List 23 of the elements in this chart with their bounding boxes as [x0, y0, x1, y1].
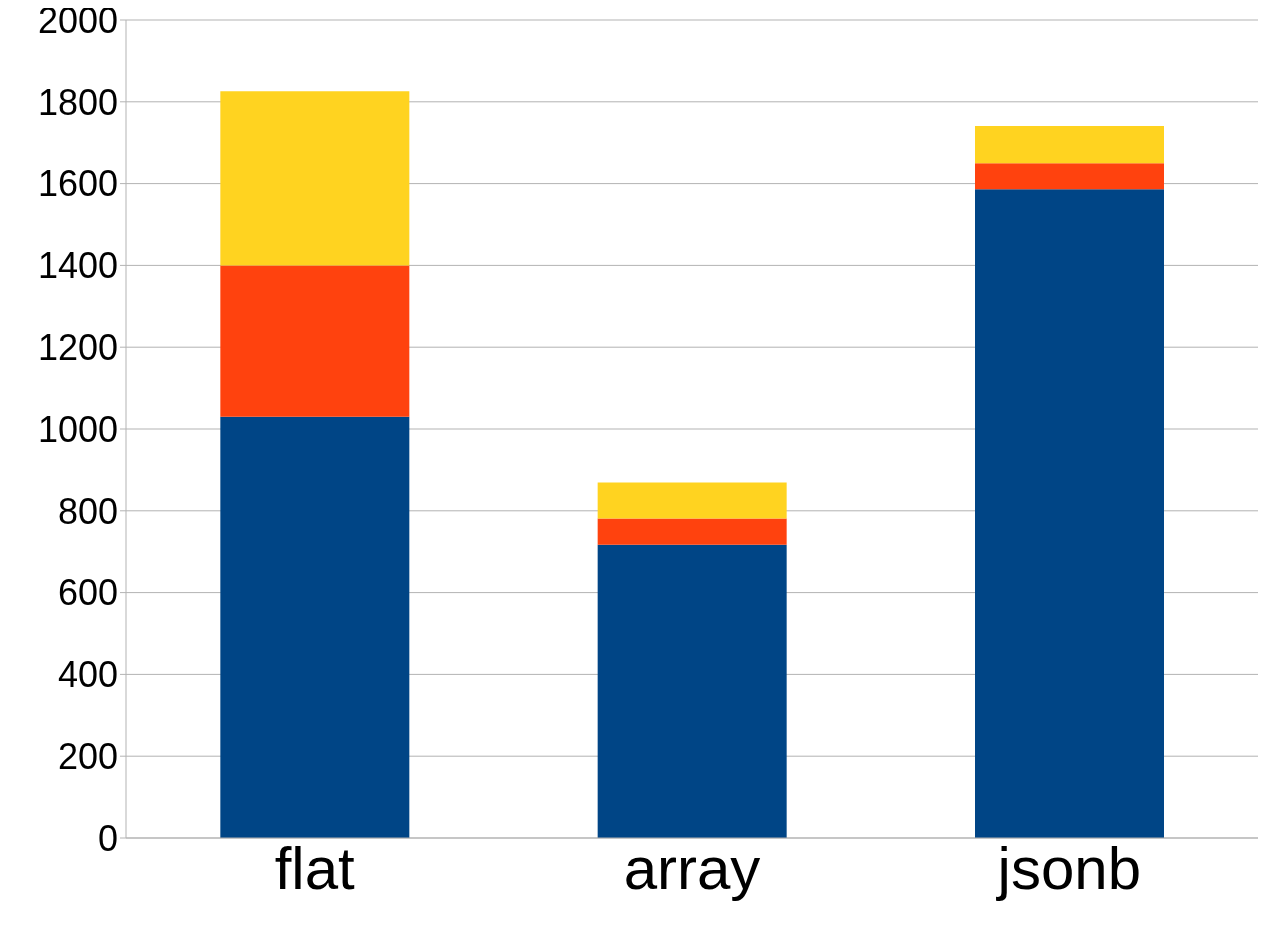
y-tick-label: 1200 [37, 326, 118, 368]
y-tick-label: 1000 [37, 408, 118, 450]
y-tick-label: 1600 [37, 163, 118, 205]
x-tick-label: flat [274, 834, 356, 902]
y-tick-label: 200 [57, 735, 118, 777]
bar [597, 518, 787, 545]
x-tick-label: array [623, 834, 761, 902]
y-tick-label: 600 [57, 572, 118, 614]
y-tick-label: 0 [97, 817, 118, 859]
bar [597, 482, 787, 519]
y-tick-label: 2000 [37, 0, 118, 41]
bar [220, 416, 410, 838]
bar [975, 125, 1164, 164]
y-tick-label: 1800 [37, 81, 118, 123]
bar [220, 91, 410, 266]
y-tick-label: 1400 [37, 245, 118, 287]
y-tick-label: 400 [57, 654, 118, 696]
y-tick-label: 800 [57, 490, 118, 532]
bar [975, 163, 1164, 190]
x-tick-label: jsonb [995, 834, 1142, 902]
bar [975, 189, 1164, 838]
bar [220, 265, 410, 417]
bar [597, 544, 787, 838]
